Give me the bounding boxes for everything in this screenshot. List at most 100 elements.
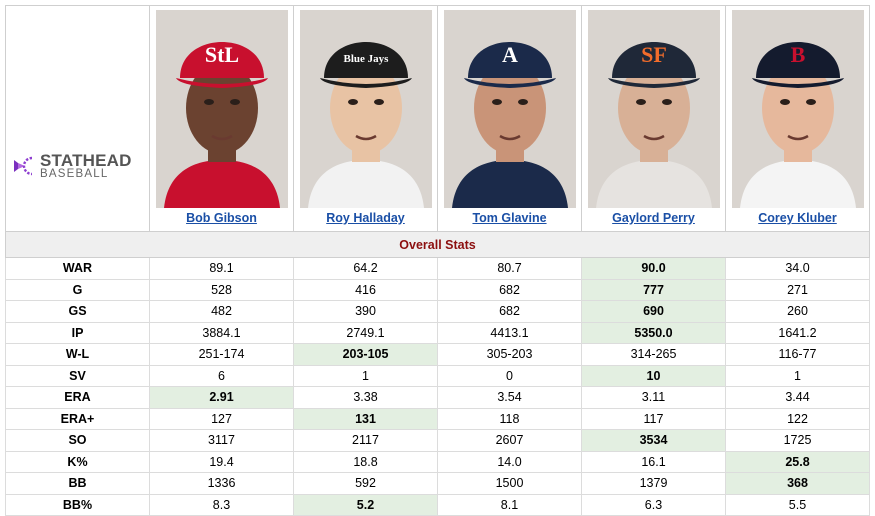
stat-value: 0 (437, 364, 582, 387)
stat-value: 528 (149, 278, 294, 301)
logo-cell: STATHEAD BASEBALL (5, 5, 150, 232)
stat-value: 118 (437, 407, 582, 430)
player-headshot-roy-halladay: Blue Jays (299, 10, 432, 208)
stat-value: 80.7 (437, 257, 582, 280)
stat-value: 1336 (149, 472, 294, 495)
stat-row-era: ERA+ 127 131 118 117 122 (5, 407, 870, 430)
stathead-logo[interactable]: STATHEAD BASEBALL (12, 152, 149, 181)
player-link-tom-glavine[interactable]: Tom Glavine (472, 211, 547, 225)
stat-value: 271 (725, 278, 870, 301)
stat-label: SO (5, 429, 150, 452)
section-header: Overall Stats (5, 231, 870, 258)
stat-row-sv: SV 6 1 0 10 1 (5, 364, 870, 387)
player-link-roy-halladay[interactable]: Roy Halladay (326, 211, 405, 225)
svg-text:Blue Jays: Blue Jays (343, 53, 389, 65)
stat-value-best: 3534 (581, 429, 726, 452)
stat-value-best: 90.0 (581, 257, 726, 280)
stat-label: W-L (5, 343, 150, 366)
comparison-table: STATHEAD BASEBALL StL Bob Gibson Blue Jays… (5, 5, 870, 516)
section-title: Overall Stats (399, 237, 476, 252)
stat-label: IP (5, 321, 150, 344)
stat-row-k: K% 19.4 18.8 14.0 16.1 25.8 (5, 450, 870, 473)
stat-row-so: SO 3117 2117 2607 3534 1725 (5, 429, 870, 452)
stat-value: 34.0 (725, 257, 870, 280)
stat-value-best: 203-105 (293, 343, 438, 366)
stat-value: 1725 (725, 429, 870, 452)
player-card-tom-glavine: A Tom Glavine (437, 5, 582, 232)
player-card-gaylord-perry: SF Gaylord Perry (581, 5, 726, 232)
stat-value: 122 (725, 407, 870, 430)
stat-label: G (5, 278, 150, 301)
stat-value-best: 690 (581, 300, 726, 323)
stat-value: 390 (293, 300, 438, 323)
stat-value: 682 (437, 278, 582, 301)
stat-value: 2607 (437, 429, 582, 452)
stathead-mark-icon (14, 156, 33, 176)
stat-row-era: ERA 2.91 3.38 3.54 3.11 3.44 (5, 386, 870, 409)
stat-value-best: 25.8 (725, 450, 870, 473)
stat-value: 127 (149, 407, 294, 430)
stat-value: 1641.2 (725, 321, 870, 344)
stat-value: 3.11 (581, 386, 726, 409)
stat-value: 3.44 (725, 386, 870, 409)
svg-text:SF: SF (641, 42, 667, 67)
stat-row-war: WAR 89.1 64.2 80.7 90.0 34.0 (5, 257, 870, 280)
section-header-row: Overall Stats (5, 231, 870, 258)
stat-value: 14.0 (437, 450, 582, 473)
stat-value: 19.4 (149, 450, 294, 473)
stat-value: 314-265 (581, 343, 726, 366)
player-headshot-gaylord-perry: SF (587, 10, 720, 208)
player-link-gaylord-perry[interactable]: Gaylord Perry (612, 211, 695, 225)
player-headshot-tom-glavine: A (443, 10, 576, 208)
stat-value: 260 (725, 300, 870, 323)
svg-text:B: B (790, 42, 805, 67)
stat-value: 592 (293, 472, 438, 495)
stat-value: 6 (149, 364, 294, 387)
player-card-bob-gibson: StL Bob Gibson (149, 5, 294, 232)
stat-value-best: 131 (293, 407, 438, 430)
stat-value: 682 (437, 300, 582, 323)
stat-label: WAR (5, 257, 150, 280)
stat-value: 1379 (581, 472, 726, 495)
stat-value: 482 (149, 300, 294, 323)
stat-value: 2117 (293, 429, 438, 452)
stat-label: K% (5, 450, 150, 473)
stat-value: 251-174 (149, 343, 294, 366)
svg-text:A: A (502, 42, 518, 67)
player-headshot-bob-gibson: StL (155, 10, 288, 208)
stat-value: 64.2 (293, 257, 438, 280)
stat-value: 1500 (437, 472, 582, 495)
stat-value: 18.8 (293, 450, 438, 473)
stat-value: 16.1 (581, 450, 726, 473)
stat-value: 3117 (149, 429, 294, 452)
stat-value: 416 (293, 278, 438, 301)
player-header-row: STATHEAD BASEBALL StL Bob Gibson Blue Jays… (5, 5, 870, 232)
stat-row-gs: GS 482 390 682 690 260 (5, 300, 870, 323)
stat-value-best: 5350.0 (581, 321, 726, 344)
player-headshot-corey-kluber: B (731, 10, 864, 208)
stat-label: ERA (5, 386, 150, 409)
player-link-bob-gibson[interactable]: Bob Gibson (186, 211, 257, 225)
stat-label: BB (5, 472, 150, 495)
stat-value-best: 2.91 (149, 386, 294, 409)
logo-wordmark-top: STATHEAD (40, 150, 132, 170)
stat-value: 2749.1 (293, 321, 438, 344)
stat-row-g: G 528 416 682 777 271 (5, 278, 870, 301)
stat-value: 305-203 (437, 343, 582, 366)
player-card-roy-halladay: Blue Jays Roy Halladay (293, 5, 438, 232)
player-card-corey-kluber: B Corey Kluber (725, 5, 870, 232)
stat-value: 116-77 (725, 343, 870, 366)
stat-value: 3.54 (437, 386, 582, 409)
stat-label: SV (5, 364, 150, 387)
stat-value: 89.1 (149, 257, 294, 280)
logo-wordmark-bottom: BASEBALL (40, 167, 109, 180)
stat-value: 3884.1 (149, 321, 294, 344)
stat-value-best: 777 (581, 278, 726, 301)
stat-label: GS (5, 300, 150, 323)
comparison-panel: STATHEAD BASEBALL StL Bob Gibson Blue Jays… (5, 5, 870, 516)
stat-label: ERA+ (5, 407, 150, 430)
stat-value: 1 (293, 364, 438, 387)
stat-value: 3.38 (293, 386, 438, 409)
stat-row-bb: BB 1336 592 1500 1379 368 (5, 472, 870, 495)
player-link-corey-kluber[interactable]: Corey Kluber (758, 211, 837, 225)
